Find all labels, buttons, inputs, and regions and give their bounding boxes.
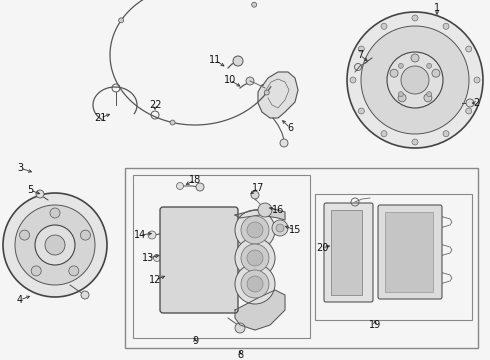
- Circle shape: [466, 108, 472, 114]
- Text: 12: 12: [149, 275, 161, 285]
- Circle shape: [3, 193, 107, 297]
- Circle shape: [387, 52, 443, 108]
- Text: 20: 20: [316, 243, 328, 253]
- Polygon shape: [235, 208, 285, 220]
- Bar: [125, 168, 478, 348]
- Circle shape: [241, 216, 269, 244]
- Circle shape: [50, 208, 60, 218]
- Text: 4: 4: [17, 295, 23, 305]
- Circle shape: [153, 255, 161, 261]
- Circle shape: [264, 90, 270, 95]
- Bar: [385, 212, 433, 292]
- Circle shape: [350, 77, 356, 83]
- Bar: [331, 210, 362, 295]
- Text: 21: 21: [94, 113, 106, 123]
- Text: 10: 10: [224, 75, 236, 85]
- Circle shape: [15, 205, 95, 285]
- Text: 17: 17: [252, 183, 264, 193]
- Circle shape: [280, 139, 288, 147]
- Text: 22: 22: [149, 100, 161, 110]
- Circle shape: [235, 264, 275, 304]
- Circle shape: [466, 46, 472, 52]
- Circle shape: [196, 183, 204, 191]
- Circle shape: [80, 230, 91, 240]
- Circle shape: [176, 183, 183, 189]
- Circle shape: [354, 63, 362, 71]
- Text: 13: 13: [142, 253, 154, 263]
- FancyBboxPatch shape: [324, 203, 373, 302]
- Circle shape: [251, 191, 259, 199]
- Circle shape: [31, 266, 41, 276]
- Text: 6: 6: [287, 123, 293, 133]
- Circle shape: [235, 323, 245, 333]
- Text: 1: 1: [434, 3, 440, 13]
- Circle shape: [398, 63, 403, 68]
- Circle shape: [247, 276, 263, 292]
- Circle shape: [432, 69, 440, 77]
- Circle shape: [276, 224, 284, 232]
- Circle shape: [241, 244, 269, 272]
- Bar: [133, 175, 310, 338]
- Polygon shape: [258, 72, 298, 118]
- Text: 18: 18: [189, 175, 201, 185]
- Circle shape: [36, 190, 44, 198]
- Text: 5: 5: [27, 185, 33, 195]
- Circle shape: [443, 131, 449, 137]
- Circle shape: [246, 77, 254, 85]
- Circle shape: [69, 266, 79, 276]
- Circle shape: [398, 92, 403, 96]
- Circle shape: [411, 54, 419, 62]
- Text: 3: 3: [17, 163, 23, 173]
- Circle shape: [474, 77, 480, 83]
- Circle shape: [412, 139, 418, 145]
- Circle shape: [258, 203, 272, 217]
- Circle shape: [35, 225, 75, 265]
- Circle shape: [45, 235, 65, 255]
- Text: 11: 11: [209, 55, 221, 65]
- Text: 7: 7: [357, 50, 363, 60]
- Circle shape: [412, 15, 418, 21]
- Circle shape: [20, 230, 29, 240]
- Circle shape: [119, 18, 123, 23]
- Circle shape: [148, 231, 156, 239]
- Circle shape: [466, 99, 474, 107]
- Text: 16: 16: [272, 205, 284, 215]
- Circle shape: [247, 222, 263, 238]
- Circle shape: [358, 46, 364, 52]
- Text: 2: 2: [473, 98, 479, 108]
- Circle shape: [233, 56, 243, 66]
- Circle shape: [347, 12, 483, 148]
- FancyBboxPatch shape: [160, 207, 238, 313]
- Circle shape: [247, 250, 263, 266]
- Circle shape: [361, 26, 469, 134]
- Circle shape: [381, 131, 387, 137]
- Circle shape: [427, 92, 432, 96]
- Circle shape: [424, 94, 432, 102]
- Circle shape: [427, 63, 432, 68]
- Circle shape: [235, 210, 275, 250]
- Bar: [315, 194, 472, 320]
- Circle shape: [81, 291, 89, 299]
- Text: 15: 15: [289, 225, 301, 235]
- Text: 14: 14: [134, 230, 146, 240]
- Polygon shape: [235, 290, 285, 330]
- Circle shape: [241, 270, 269, 298]
- Circle shape: [272, 220, 288, 236]
- Circle shape: [252, 2, 257, 7]
- Circle shape: [398, 94, 406, 102]
- Text: 8: 8: [237, 350, 243, 360]
- Circle shape: [401, 66, 429, 94]
- Circle shape: [358, 108, 364, 114]
- Circle shape: [170, 120, 175, 125]
- Circle shape: [390, 69, 398, 77]
- Circle shape: [381, 23, 387, 29]
- Text: 9: 9: [192, 336, 198, 346]
- Circle shape: [235, 238, 275, 278]
- Text: 19: 19: [369, 320, 381, 330]
- FancyBboxPatch shape: [378, 205, 442, 299]
- Circle shape: [443, 23, 449, 29]
